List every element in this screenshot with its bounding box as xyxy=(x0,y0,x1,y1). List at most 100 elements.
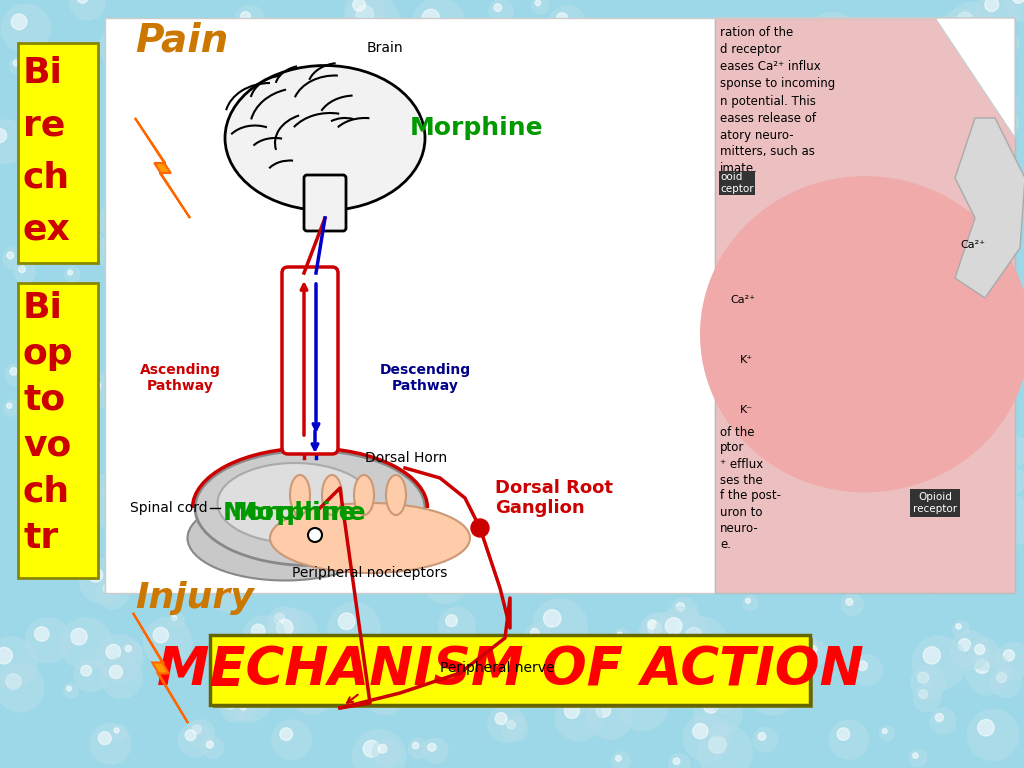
Text: ⁺ efflux: ⁺ efflux xyxy=(720,458,763,471)
Circle shape xyxy=(493,503,505,516)
Text: MECHANISM OF ACTION: MECHANISM OF ACTION xyxy=(157,644,863,696)
Circle shape xyxy=(691,38,735,81)
Circle shape xyxy=(636,194,654,211)
Circle shape xyxy=(675,617,727,669)
Circle shape xyxy=(74,659,108,692)
Circle shape xyxy=(830,100,845,114)
Circle shape xyxy=(178,723,212,756)
Circle shape xyxy=(106,492,124,510)
Circle shape xyxy=(924,647,940,664)
Circle shape xyxy=(577,60,582,65)
Circle shape xyxy=(805,13,860,68)
Circle shape xyxy=(0,637,37,689)
Circle shape xyxy=(615,756,622,761)
Text: uron to: uron to xyxy=(720,505,763,518)
Circle shape xyxy=(669,753,690,768)
Circle shape xyxy=(0,664,44,712)
Circle shape xyxy=(630,505,646,522)
Circle shape xyxy=(654,607,708,660)
Circle shape xyxy=(516,440,523,448)
Circle shape xyxy=(266,609,317,660)
Circle shape xyxy=(865,518,872,525)
Circle shape xyxy=(10,368,17,376)
Circle shape xyxy=(461,232,514,285)
Circle shape xyxy=(856,415,902,462)
Circle shape xyxy=(739,138,766,164)
Circle shape xyxy=(966,650,1011,695)
Circle shape xyxy=(959,183,996,220)
Circle shape xyxy=(383,545,399,561)
Circle shape xyxy=(749,414,756,421)
Circle shape xyxy=(237,668,249,680)
Circle shape xyxy=(727,203,740,216)
Circle shape xyxy=(895,283,920,307)
Circle shape xyxy=(757,674,774,690)
Circle shape xyxy=(744,143,754,151)
Circle shape xyxy=(724,366,767,409)
Circle shape xyxy=(274,614,285,624)
Circle shape xyxy=(718,700,724,706)
Circle shape xyxy=(713,63,749,98)
Circle shape xyxy=(790,503,829,543)
Circle shape xyxy=(173,65,209,101)
Circle shape xyxy=(208,71,215,79)
Circle shape xyxy=(550,322,566,338)
Circle shape xyxy=(202,737,223,759)
Circle shape xyxy=(899,269,914,284)
Circle shape xyxy=(167,177,182,193)
Circle shape xyxy=(829,25,843,39)
Circle shape xyxy=(531,0,549,14)
Circle shape xyxy=(443,78,453,87)
Circle shape xyxy=(969,638,999,670)
Circle shape xyxy=(180,71,191,83)
Circle shape xyxy=(522,308,527,313)
Circle shape xyxy=(418,463,429,475)
Circle shape xyxy=(511,151,542,181)
Circle shape xyxy=(352,730,406,768)
Circle shape xyxy=(68,270,73,275)
Circle shape xyxy=(409,660,414,665)
Circle shape xyxy=(874,33,912,71)
Circle shape xyxy=(457,654,464,660)
Circle shape xyxy=(612,752,630,768)
Circle shape xyxy=(111,725,127,740)
FancyBboxPatch shape xyxy=(210,635,810,705)
Circle shape xyxy=(232,430,279,475)
Circle shape xyxy=(947,20,964,36)
Circle shape xyxy=(912,465,918,469)
Circle shape xyxy=(381,257,414,290)
Text: Opioid
receptor: Opioid receptor xyxy=(913,492,957,514)
Circle shape xyxy=(204,473,215,484)
Circle shape xyxy=(564,165,575,177)
Circle shape xyxy=(643,77,653,88)
Circle shape xyxy=(648,621,662,635)
Circle shape xyxy=(753,727,777,752)
Circle shape xyxy=(596,703,610,717)
Circle shape xyxy=(333,30,382,78)
Text: K⁻: K⁻ xyxy=(740,405,753,415)
Circle shape xyxy=(544,610,561,627)
Circle shape xyxy=(707,448,713,455)
Circle shape xyxy=(766,343,816,393)
Circle shape xyxy=(601,457,606,462)
Circle shape xyxy=(908,268,936,296)
Text: ration of the: ration of the xyxy=(720,27,794,39)
Circle shape xyxy=(241,634,263,656)
Circle shape xyxy=(250,378,258,386)
Circle shape xyxy=(558,157,609,208)
Circle shape xyxy=(763,470,780,488)
Circle shape xyxy=(150,564,161,577)
Circle shape xyxy=(800,376,817,394)
Circle shape xyxy=(13,60,19,66)
Text: Brain: Brain xyxy=(367,41,403,55)
Circle shape xyxy=(390,538,399,547)
Circle shape xyxy=(429,657,455,683)
Circle shape xyxy=(226,701,234,710)
Circle shape xyxy=(305,505,319,519)
Circle shape xyxy=(126,110,143,128)
Circle shape xyxy=(633,509,639,515)
Circle shape xyxy=(581,27,618,65)
Circle shape xyxy=(571,419,623,470)
Circle shape xyxy=(815,183,837,204)
Circle shape xyxy=(627,303,644,320)
